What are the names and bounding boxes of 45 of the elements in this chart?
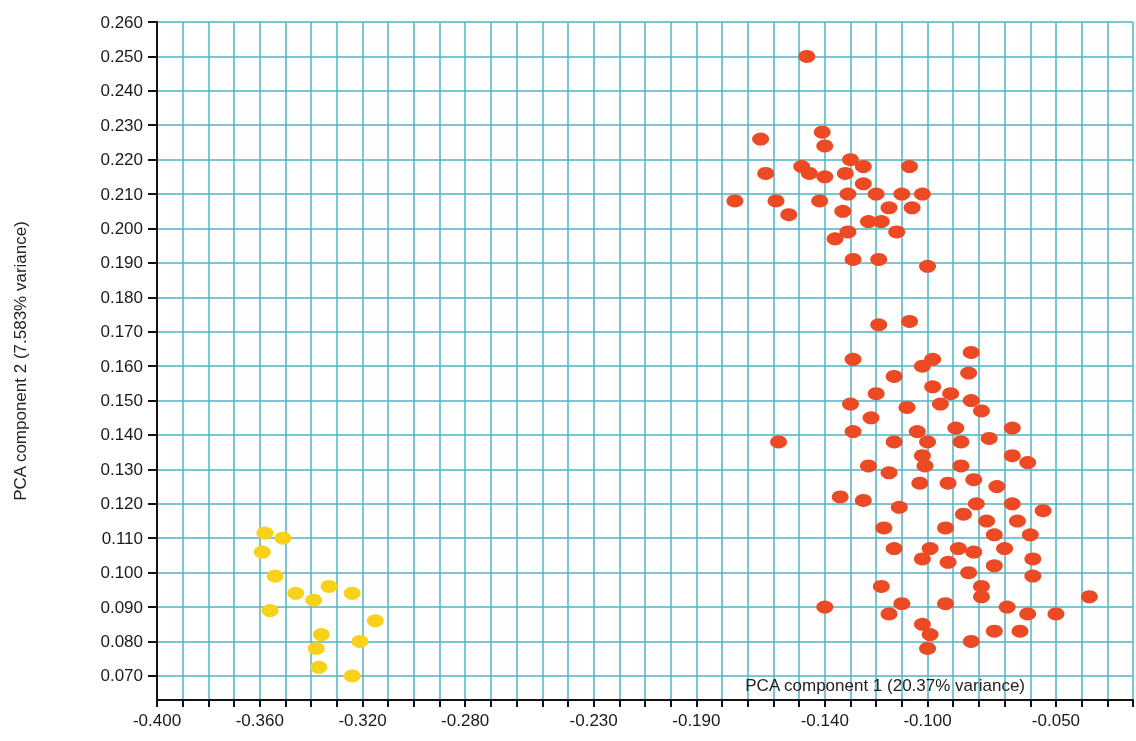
point — [305, 593, 323, 607]
x-tick-label: -0.100 — [903, 711, 952, 730]
y-tick-label: 0.230 — [100, 115, 143, 135]
y-tick-label: 0.080 — [100, 631, 143, 651]
point — [307, 641, 325, 655]
point — [343, 669, 361, 683]
y-tick-label: 0.160 — [100, 356, 143, 376]
x-tick-label: -0.050 — [1031, 711, 1081, 730]
x-tick-label: -0.360 — [235, 711, 284, 730]
point — [343, 586, 361, 600]
y-tick-label: 0.130 — [100, 459, 143, 479]
y-tick-label: 0.260 — [100, 12, 143, 32]
y-tick-label: 0.140 — [100, 425, 143, 445]
y-axis-title: PCA component 2 (7.583% variance) — [11, 221, 30, 501]
point — [256, 526, 274, 540]
y-tick-label: 0.170 — [100, 322, 143, 342]
x-tick-label: -0.280 — [441, 711, 490, 730]
point — [274, 531, 292, 545]
y-tick-label: 0.180 — [100, 287, 143, 307]
y-tick-label: 0.190 — [100, 253, 143, 273]
point — [320, 579, 338, 593]
y-tick-label: 0.120 — [100, 494, 143, 514]
x-tick-label: -0.190 — [672, 711, 721, 730]
point — [266, 569, 284, 583]
point — [261, 604, 279, 618]
y-tick-label: 0.090 — [100, 597, 143, 617]
x-tick-label: -0.230 — [569, 711, 618, 730]
y-tick-label: 0.250 — [100, 46, 143, 66]
y-tick-label: 0.200 — [100, 219, 143, 238]
point — [366, 614, 384, 628]
y-tick-label: 0.110 — [101, 528, 143, 548]
y-tick-label: 0.150 — [100, 391, 143, 411]
y-tick-label: 0.210 — [100, 184, 143, 204]
x-tick-label: -0.320 — [338, 711, 387, 730]
x-tick-label: -0.140 — [800, 711, 849, 730]
y-tick-label: 0.240 — [100, 81, 143, 101]
y-tick-label: 0.220 — [100, 150, 143, 170]
point — [351, 635, 369, 648]
y-tick-label: 0.070 — [100, 666, 143, 686]
point — [310, 660, 328, 674]
x-tick-label: -0.400 — [132, 711, 182, 730]
point — [253, 545, 271, 559]
point — [287, 586, 305, 600]
point — [312, 628, 330, 642]
y-tick-label: 0.100 — [100, 563, 143, 583]
